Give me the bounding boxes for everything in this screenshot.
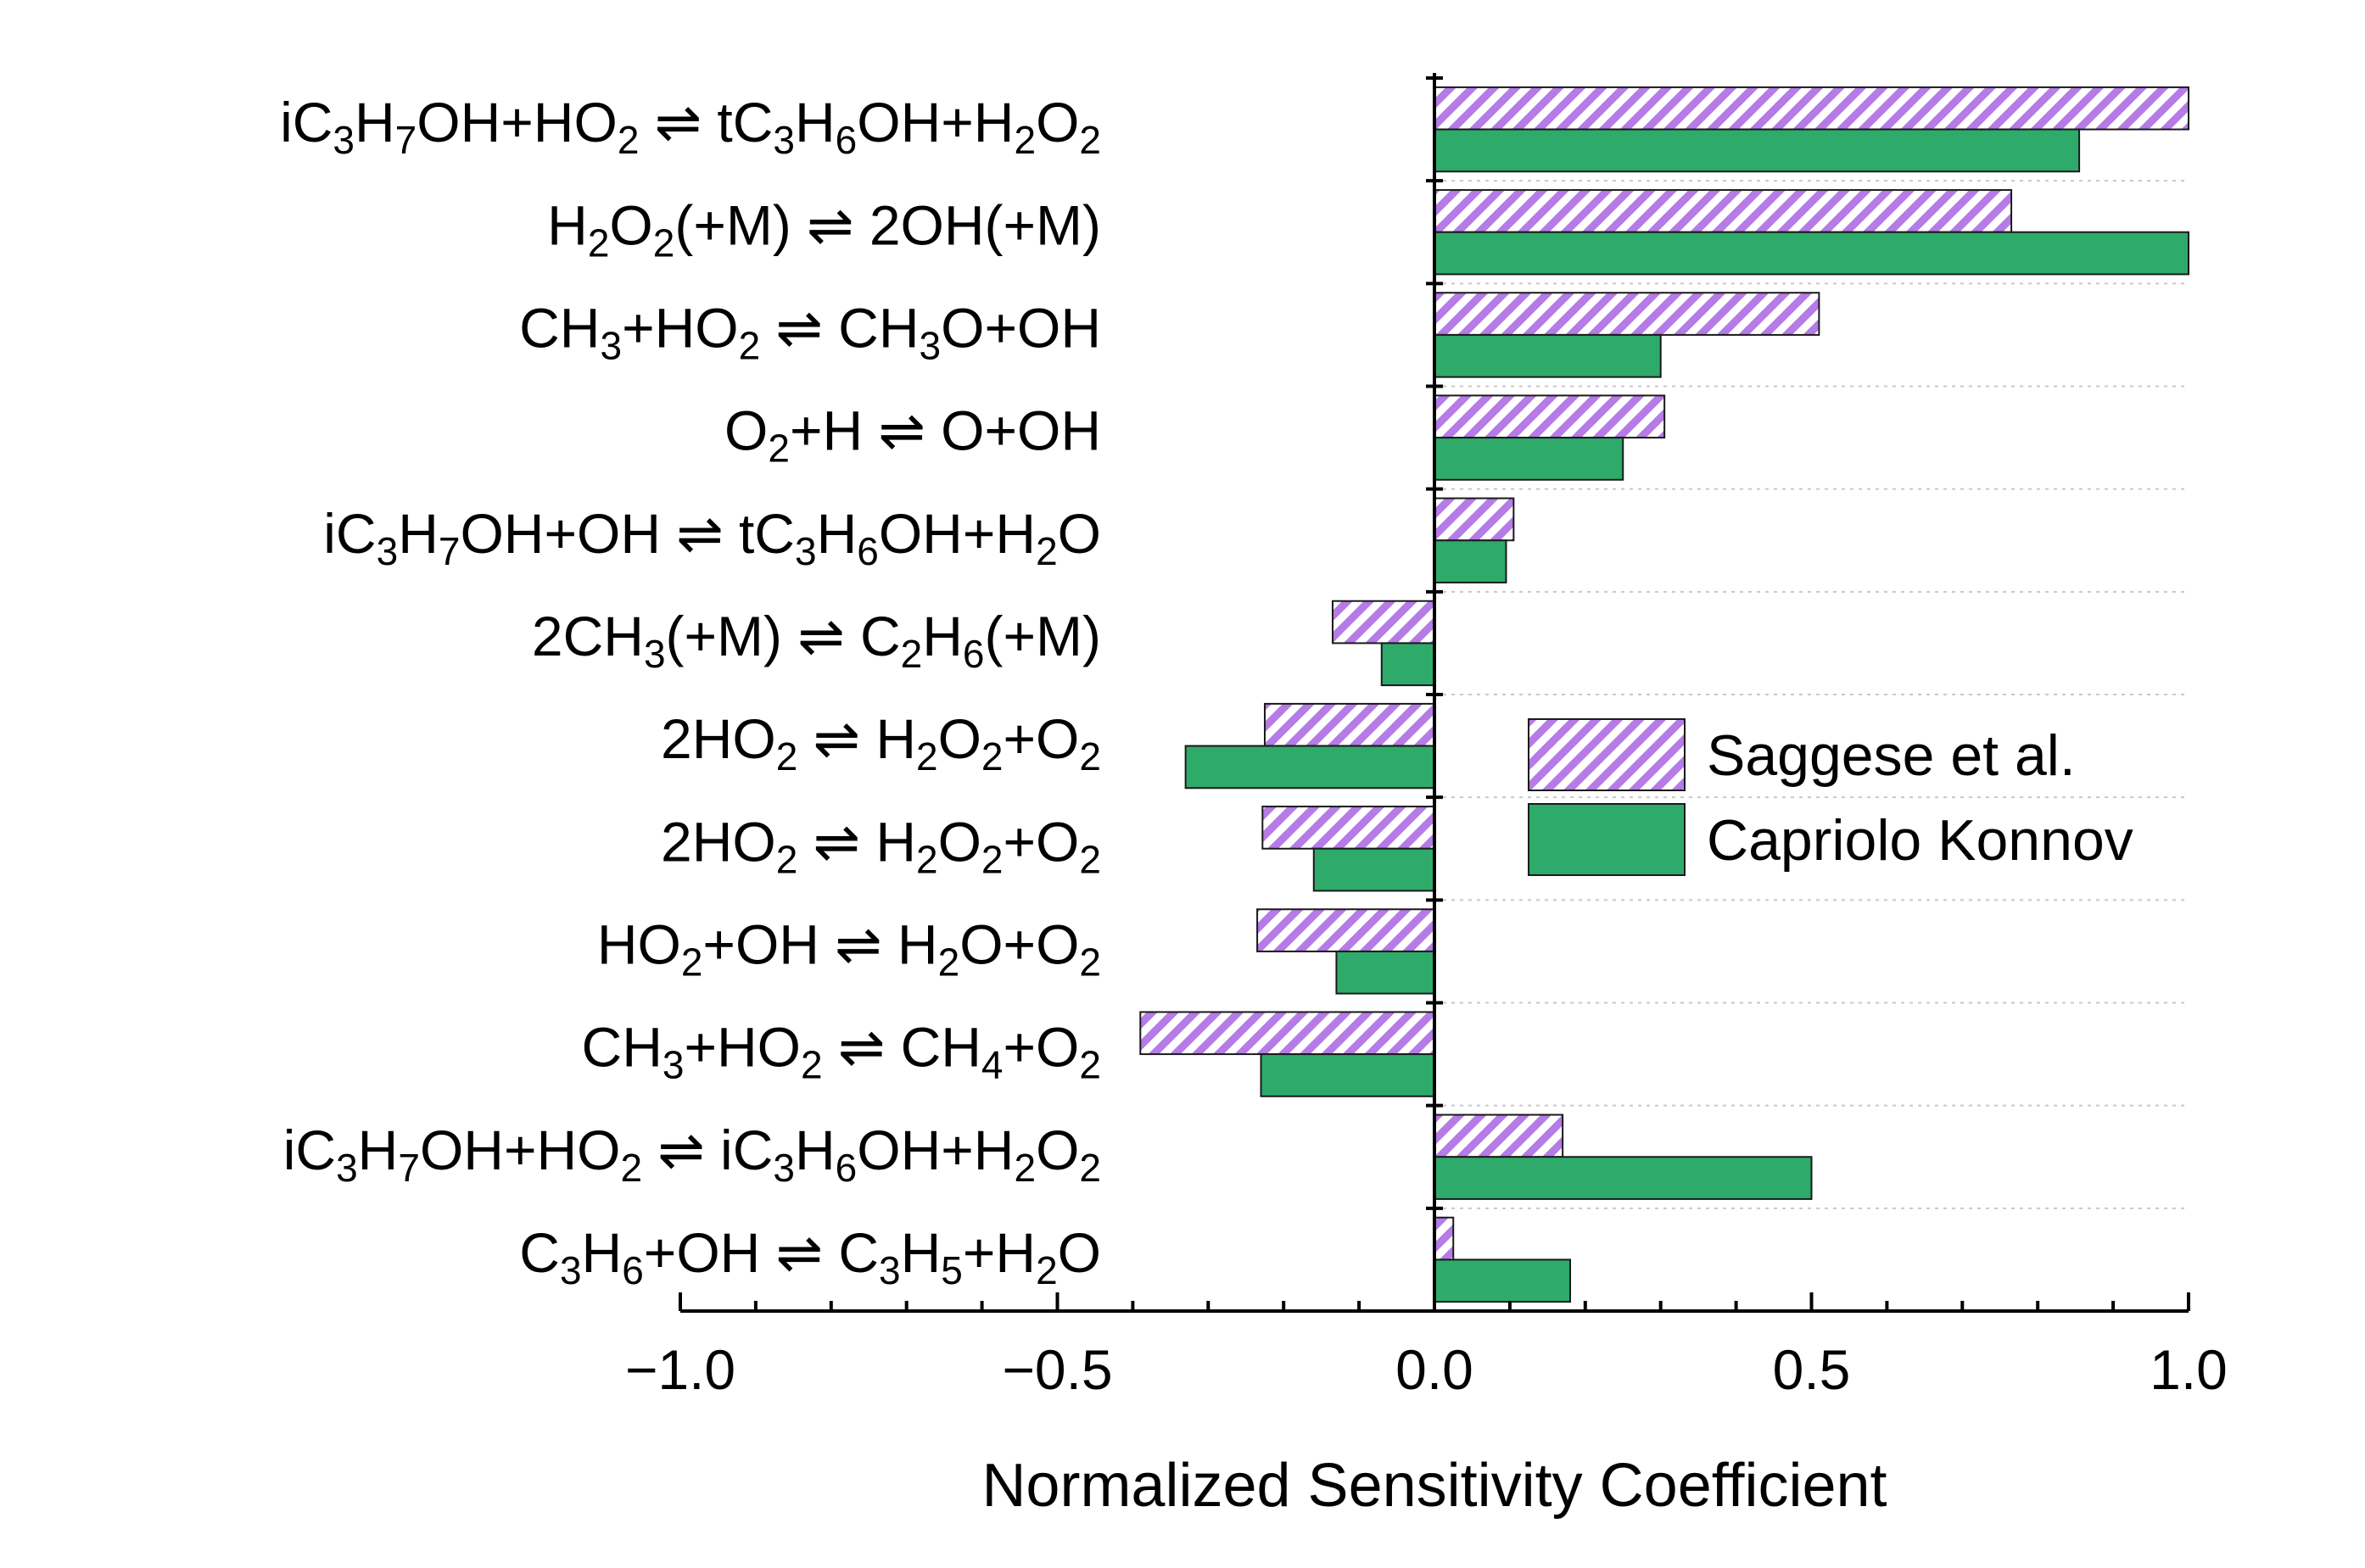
legend-swatch-saggese [1528,718,1686,791]
x-tick-label: 0.0 [1395,1338,1473,1401]
legend-label-capriolo: Capriolo Konnov [1707,808,2133,873]
capriolo-bar [1434,333,1662,378]
capriolo-bar [1184,745,1435,790]
saggese-bar [1434,292,1820,336]
x-tick-label: 0.5 [1773,1338,1851,1401]
grid-layer [1434,180,2189,1209]
bars-layer [1139,86,2189,1303]
category-label: C3H6+OH ⇌ C3H5+H2O [519,1221,1101,1292]
saggese-bar [1434,394,1666,439]
category-label: HO2+OH ⇌ H2O+O2 [597,912,1101,984]
category-label: H2O2(+M) ⇌ 2OH(+M) [547,193,1101,265]
saggese-bar [1434,1216,1455,1261]
x-tick-label: −1.0 [625,1338,735,1401]
axis-layer: −1.0 −0.5 0.0 0.5 1.0 Normalized Sensitivity … [625,73,2228,1520]
x-tick-label: 1.0 [2150,1338,2228,1401]
x-tick-label: −0.5 [1002,1338,1112,1401]
legend-label-saggese: Saggese et al. [1707,723,2076,788]
category-label: CH3+HO2 ⇌ CH4+O2 [582,1016,1101,1087]
capriolo-bar [1380,642,1436,687]
legend-swatch-capriolo [1528,803,1686,876]
category-label: 2HO2 ⇌ H2O2+O2 [661,707,1101,778]
capriolo-bar [1434,1258,1572,1303]
category-labels: iC3H7OH+HO2 ⇌ tC3H6OH+H2O2 H2O2(+M) ⇌ 2OH… [280,91,1101,1292]
x-axis-title: Normalized Sensitivity Coefficient [981,1452,1887,1520]
category-label: iC3H7OH+HO2 ⇌ tC3H6OH+H2O2 [280,91,1101,162]
capriolo-bar [1434,128,2081,173]
category-label: O2+H ⇌ O+OH [724,399,1101,471]
saggese-bar [1331,600,1435,644]
category-label: 2HO2 ⇌ H2O2+O2 [661,810,1101,881]
capriolo-bar [1434,539,1507,583]
saggese-bar [1263,702,1435,747]
category-label: iC3H7OH+HO2 ⇌ iC3H6OH+H2O2 [283,1119,1101,1190]
category-label: 2CH3(+M) ⇌ C2H6(+M) [532,605,1101,676]
saggese-bar [1434,1113,1564,1158]
saggese-bar [1261,806,1435,850]
category-label: CH3+HO2 ⇌ CH3O+OH [519,296,1101,367]
capriolo-bar [1434,1156,1813,1200]
capriolo-bar [1434,231,2189,276]
capriolo-bar [1434,437,1624,481]
saggese-bar [1434,497,1515,542]
capriolo-bar [1312,847,1436,892]
saggese-bar [1434,189,2013,233]
capriolo-bar [1260,1053,1436,1097]
saggese-bar [1139,1011,1436,1056]
saggese-bar [1256,908,1435,952]
legend: Saggese et al. Capriolo Konnov [1528,718,2133,876]
category-label: iC3H7OH+OH ⇌ tC3H6OH+H2O [323,502,1101,573]
capriolo-bar [1335,950,1436,995]
saggese-bar [1434,86,2189,131]
